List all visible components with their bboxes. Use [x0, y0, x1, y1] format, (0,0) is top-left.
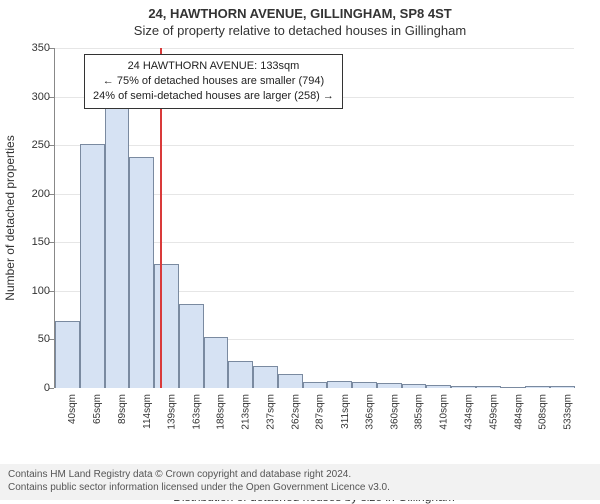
chart-title-block: 24, HAWTHORN AVENUE, GILLINGHAM, SP8 4ST…	[0, 0, 600, 38]
histogram-bar	[154, 264, 179, 388]
attribution-footer: Contains HM Land Registry data © Crown c…	[0, 464, 600, 500]
xtick-label: 40sqm	[67, 394, 78, 424]
histogram-bar	[550, 386, 575, 388]
ytick-label: 350	[20, 42, 50, 54]
ytick-label: 100	[20, 285, 50, 297]
xtick-label: 336sqm	[365, 394, 376, 430]
histogram-bar	[179, 304, 204, 388]
gridline	[54, 145, 574, 146]
xtick-label: 385sqm	[414, 394, 425, 430]
xtick-label: 114sqm	[142, 394, 153, 429]
histogram-bar	[525, 386, 550, 388]
xtick-label: 484sqm	[513, 394, 524, 430]
xtick-label: 163sqm	[191, 394, 202, 430]
gridline	[54, 48, 574, 49]
y-axis-label: Number of detached properties	[3, 135, 17, 300]
xtick-label: 287sqm	[315, 394, 326, 430]
histogram-bar	[204, 337, 229, 389]
histogram-bar	[228, 361, 253, 388]
xtick-label: 410sqm	[439, 394, 450, 430]
histogram-bar	[278, 374, 303, 388]
xtick-label: 360sqm	[389, 394, 400, 430]
chart-area: Number of detached properties 0501001502…	[54, 48, 574, 428]
ytick-label: 200	[20, 188, 50, 200]
histogram-bar	[55, 321, 80, 388]
xtick-label: 508sqm	[538, 394, 549, 430]
histogram-bar	[451, 386, 476, 388]
xtick-label: 262sqm	[290, 394, 301, 430]
histogram-bar	[352, 382, 377, 388]
ytick-label: 0	[20, 382, 50, 394]
histogram-bar	[105, 105, 130, 388]
plot-area: Number of detached properties 0501001502…	[54, 48, 574, 388]
ytick-label: 50	[20, 333, 50, 345]
chart-title-line1: 24, HAWTHORN AVENUE, GILLINGHAM, SP8 4ST	[0, 6, 600, 21]
histogram-bar	[402, 384, 427, 388]
histogram-bar	[303, 382, 328, 388]
histogram-bar	[253, 366, 278, 388]
xtick-label: 434sqm	[464, 394, 475, 430]
histogram-bar	[501, 387, 526, 388]
ytick-label: 150	[20, 236, 50, 248]
histogram-bar	[129, 157, 154, 388]
footer-line1: Contains HM Land Registry data © Crown c…	[8, 468, 592, 481]
callout-line: ← 75% of detached houses are smaller (79…	[93, 74, 334, 89]
xtick-label: 89sqm	[117, 394, 128, 424]
footer-line2: Contains public sector information licen…	[8, 481, 592, 494]
histogram-bar	[377, 383, 402, 388]
xtick-label: 533sqm	[563, 394, 574, 430]
ytick-label: 300	[20, 91, 50, 103]
xtick-label: 188sqm	[216, 394, 227, 430]
callout-box: 24 HAWTHORN AVENUE: 133sqm← 75% of detac…	[84, 54, 343, 109]
xtick-label: 139sqm	[166, 394, 177, 430]
histogram-bar	[426, 385, 451, 388]
histogram-bar	[327, 381, 352, 388]
xtick-label: 459sqm	[488, 394, 499, 430]
ytick-label: 250	[20, 139, 50, 151]
callout-line: 24 HAWTHORN AVENUE: 133sqm	[93, 59, 334, 74]
xtick-label: 213sqm	[241, 394, 252, 430]
callout-line: 24% of semi-detached houses are larger (…	[93, 89, 334, 104]
xtick-label: 237sqm	[265, 394, 276, 430]
histogram-bar	[80, 144, 105, 388]
xtick-label: 65sqm	[92, 394, 103, 424]
xtick-label: 311sqm	[340, 394, 351, 429]
histogram-bar	[476, 386, 501, 388]
chart-title-line2: Size of property relative to detached ho…	[0, 23, 600, 38]
